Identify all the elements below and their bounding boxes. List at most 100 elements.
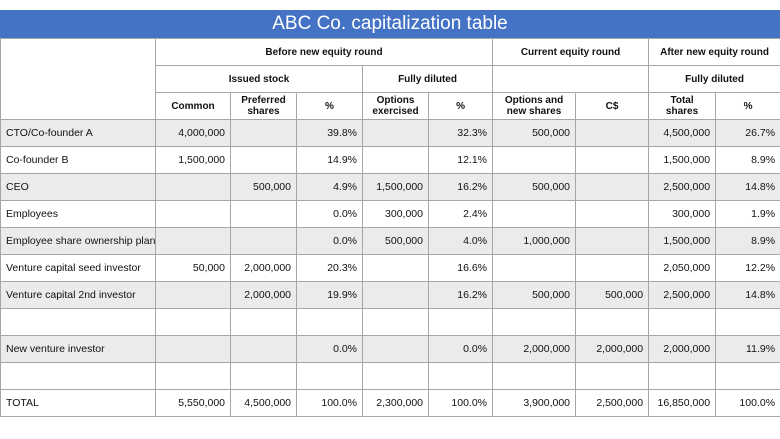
row-label: Employees: [0, 200, 156, 228]
cell: 0.0%: [296, 200, 363, 228]
table-row: Venture capital 2nd investor 2,000,000 19.…: [0, 281, 780, 309]
row-label: New venture investor: [0, 335, 156, 363]
column-header: C$: [575, 92, 650, 120]
group-header: After new equity round: [648, 38, 780, 66]
cell: 2,000,000: [648, 335, 717, 363]
cell: 50,000: [155, 254, 231, 282]
cell: [155, 173, 231, 201]
cell: [575, 308, 650, 336]
cell: 300,000: [648, 200, 717, 228]
row-label: Venture capital 2nd investor: [0, 281, 156, 309]
cell: 1,000,000: [492, 227, 577, 255]
column-header: %: [427, 92, 494, 120]
row-label: CTO/Co-founder A: [0, 119, 156, 147]
cell: [230, 362, 297, 390]
cell: 3,900,000: [492, 389, 577, 417]
cell: [715, 308, 780, 336]
table-row: Employee share ownership plan 0.0% 500,000…: [0, 227, 780, 255]
cell: [575, 362, 650, 390]
cell: [427, 362, 494, 390]
cell: 5,550,000: [155, 389, 231, 417]
cell: [155, 308, 231, 336]
header-row: Issued stock Fully diluted Fully diluted: [1, 65, 780, 93]
table-row: [0, 362, 780, 390]
column-header: Preferred shares: [230, 92, 297, 120]
cell: 0.0%: [296, 335, 363, 363]
cell: 16,850,000: [648, 389, 717, 417]
row-label: Venture capital seed investor: [0, 254, 156, 282]
cell: 1,500,000: [362, 173, 429, 201]
cell: 500,000: [362, 227, 429, 255]
cell: 14.9%: [296, 146, 363, 174]
cell: 1,500,000: [648, 227, 717, 255]
cell: [575, 146, 650, 174]
row-label: Employee share ownership plan: [0, 227, 156, 255]
cell: 2,000,000: [575, 335, 650, 363]
cell: [230, 146, 297, 174]
row-label: Co-founder B: [0, 146, 156, 174]
column-header: Common: [155, 92, 231, 120]
cell: 2,000,000: [492, 335, 577, 363]
cell: 19.9%: [296, 281, 363, 309]
table-row: Employees 0.0% 300,000 2.4% 300,000 1.9%: [0, 200, 780, 228]
cell: 100.0%: [296, 389, 363, 417]
group-header: Before new equity round: [154, 38, 494, 66]
cell: [427, 308, 494, 336]
row-label: CEO: [0, 173, 156, 201]
cell: [362, 254, 429, 282]
cell: 2,300,000: [362, 389, 429, 417]
cell: 26.7%: [715, 119, 780, 147]
cell: 2,000,000: [230, 254, 297, 282]
cell: [648, 308, 717, 336]
cell: 1.9%: [715, 200, 780, 228]
cell: [715, 362, 780, 390]
title-bar: ABC Co. capitalization table: [0, 10, 780, 38]
table-body: CTO/Co-founder A 4,000,000 39.8% 32.3% 500,0…: [0, 119, 780, 417]
row-label: [0, 362, 156, 390]
cell: 14.8%: [715, 281, 780, 309]
cell: 1,500,000: [155, 146, 231, 174]
cell: [155, 227, 231, 255]
group-header: Current equity round: [492, 38, 650, 66]
cell: 2,000,000: [230, 281, 297, 309]
table-row: CEO 500,000 4.9% 1,500,000 16.2% 500,000 2,500…: [0, 173, 780, 201]
row-label: [0, 308, 156, 336]
cell: [575, 200, 650, 228]
cell: [492, 146, 577, 174]
table-row: Venture capital seed investor 50,000 2,000…: [0, 254, 780, 282]
cell: [362, 308, 429, 336]
cell: 500,000: [230, 173, 297, 201]
cell: 0.0%: [296, 227, 363, 255]
cell: [296, 362, 363, 390]
cell: [230, 308, 297, 336]
cell: 2.4%: [427, 200, 494, 228]
cell: 500,000: [492, 119, 577, 147]
cell: 2,500,000: [648, 281, 717, 309]
cell: 4.0%: [427, 227, 494, 255]
column-header: Options exercised: [362, 92, 429, 120]
cell: [155, 281, 231, 309]
table-header: Before new equity round Current equity r…: [0, 38, 780, 120]
cell: [296, 308, 363, 336]
cell: 500,000: [492, 281, 577, 309]
cell: 300,000: [362, 200, 429, 228]
table-row: Co-founder B 1,500,000 14.9% 12.1% 1,500,000…: [0, 146, 780, 174]
cell: [155, 335, 231, 363]
cell: 2,500,000: [648, 173, 717, 201]
cell: 0.0%: [427, 335, 494, 363]
cell: 8.9%: [715, 146, 780, 174]
cell: [362, 146, 429, 174]
cell: 11.9%: [715, 335, 780, 363]
cell: [230, 200, 297, 228]
subgroup-header: Fully diluted: [361, 65, 494, 93]
table-row: CTO/Co-founder A 4,000,000 39.8% 32.3% 500,0…: [0, 119, 780, 147]
cell: [575, 227, 650, 255]
cell: [155, 362, 231, 390]
cell: [575, 173, 650, 201]
cell: 4.9%: [296, 173, 363, 201]
cell: [362, 119, 429, 147]
cell: 12.1%: [427, 146, 494, 174]
table-row: New venture investor 0.0% 0.0% 2,000,000 2,0…: [0, 335, 780, 363]
column-header: Total shares: [648, 92, 717, 120]
